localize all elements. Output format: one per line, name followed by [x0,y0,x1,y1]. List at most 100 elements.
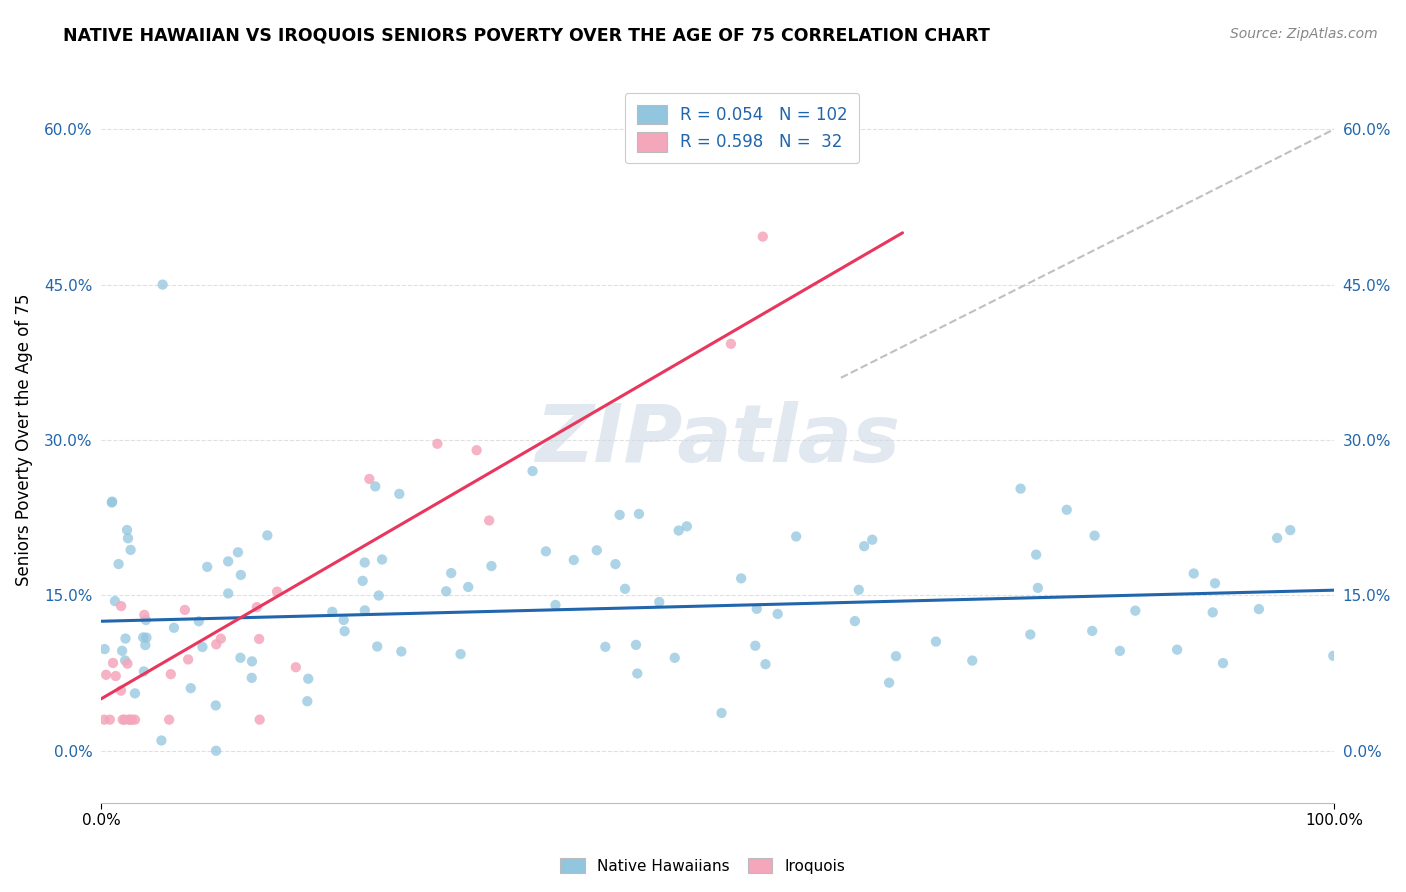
Point [1084,528,1107,542]
Point [1212,656,1234,670]
Point [609,508,631,522]
Point [115,523,138,537]
Point [111,644,134,658]
Point [925,634,948,648]
Point [93,713,115,727]
Point [173,603,195,617]
Point [595,640,617,654]
Point [585,543,607,558]
Point [745,602,768,616]
Point [240,654,263,668]
Text: ZIPatlas: ZIPatlas [536,401,900,479]
Point [562,553,585,567]
Point [1265,531,1288,545]
Point [371,552,394,566]
Point [163,621,186,635]
Point [1010,482,1032,496]
Point [481,559,503,574]
Point [93,642,115,657]
Y-axis label: Seniors Poverty Over the Age of 75: Seniors Poverty Over the Age of 75 [15,293,32,586]
Point [1026,581,1049,595]
Point [132,665,155,679]
Point [229,650,252,665]
Point [101,656,124,670]
Point [134,607,156,622]
Point [605,557,627,571]
Point [844,614,866,628]
Point [766,607,789,621]
Point [648,595,671,609]
Point [884,649,907,664]
Point [785,529,807,543]
Point [117,531,139,545]
Point [256,528,278,542]
Point [107,557,129,571]
Point [1025,548,1047,562]
Point [367,589,389,603]
Point [135,631,157,645]
Text: Source: ZipAtlas.com: Source: ZipAtlas.com [1230,27,1378,41]
Point [1056,502,1078,516]
Point [626,666,648,681]
Point [450,647,472,661]
Point [157,713,180,727]
Point [104,669,127,683]
Point [1123,604,1146,618]
Point [624,638,647,652]
Point [877,675,900,690]
Point [465,443,488,458]
Point [191,640,214,654]
Point [118,713,141,727]
Point [246,600,269,615]
Point [434,584,457,599]
Point [1081,624,1104,638]
Point [209,632,232,646]
Point [110,599,132,613]
Point [195,559,218,574]
Point [1247,602,1270,616]
Point [114,632,136,646]
Point [135,613,157,627]
Point [226,545,249,559]
Point [1202,606,1225,620]
Point [1019,627,1042,641]
Point [364,479,387,493]
Point [478,513,501,527]
Point [110,683,132,698]
Point [229,568,252,582]
Point [284,660,307,674]
Point [240,671,263,685]
Point [710,706,733,720]
Point [744,639,766,653]
Point [101,494,124,508]
Point [152,277,174,292]
Point [266,584,288,599]
Point [353,603,375,617]
Point [366,640,388,654]
Legend: Native Hawaiians, Iroquois: Native Hawaiians, Iroquois [554,852,852,880]
Point [1204,576,1226,591]
Point [853,539,876,553]
Point [332,613,354,627]
Point [752,229,775,244]
Legend: R = 0.054   N = 102, R = 0.598   N =  32: R = 0.054 N = 102, R = 0.598 N = 32 [626,93,859,163]
Point [121,713,143,727]
Point [247,632,270,646]
Point [359,472,381,486]
Point [297,694,319,708]
Point [204,698,226,713]
Point [94,667,117,681]
Point [100,495,122,509]
Point [98,713,121,727]
Point [730,571,752,585]
Point [321,605,343,619]
Point [457,580,479,594]
Point [544,598,567,612]
Text: NATIVE HAWAIIAN VS IROQUOIS SENIORS POVERTY OVER THE AGE OF 75 CORRELATION CHART: NATIVE HAWAIIAN VS IROQUOIS SENIORS POVE… [63,27,990,45]
Point [132,631,155,645]
Point [120,542,142,557]
Point [205,637,228,651]
Point [124,713,146,727]
Point [534,544,557,558]
Point [177,652,200,666]
